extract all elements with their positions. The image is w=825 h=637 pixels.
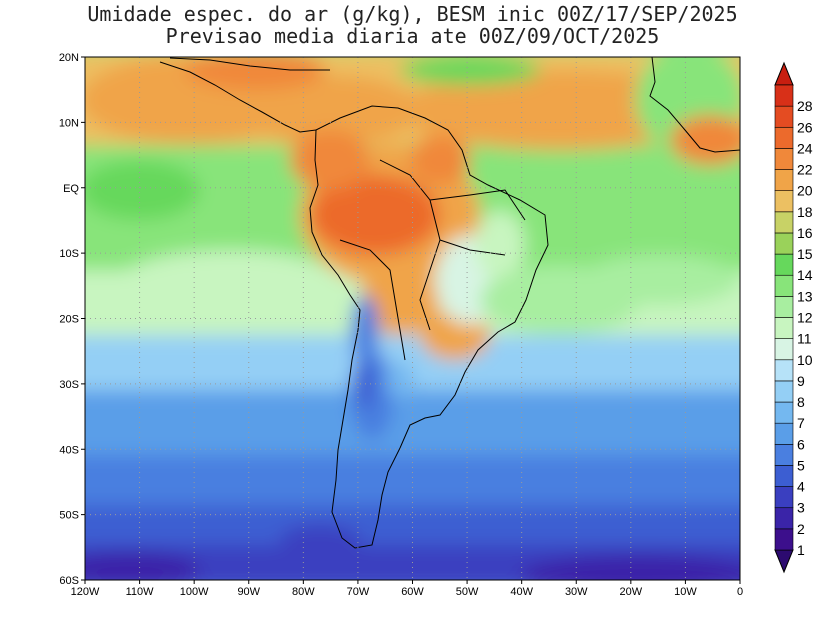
lat-label: 20N [59,52,79,64]
colorbar-label: 5 [797,457,805,473]
colorbar-swatch [774,232,794,255]
colorbar-label: 20 [797,183,813,199]
brazil-borders [379,159,526,331]
colorbar-label: 3 [797,500,805,516]
colorbar-swatch [774,317,794,339]
colorbar-label: 2 [797,521,805,537]
colorbar-label: 11 [797,331,812,347]
colorbar-label: 6 [797,436,805,452]
colorbar-swatch [774,528,794,551]
lat-label: 50S [59,510,79,522]
colorbar-label: 18 [797,204,813,220]
colorbar-label: 12 [797,310,813,326]
colorbar-label: 1 [797,542,805,558]
lon-label: 100W [180,586,209,598]
colorbar-over-triangle [774,61,794,86]
colorbar-label: 24 [797,140,813,156]
colorbar-label: 28 [797,98,813,114]
lon-label: 80W [292,586,315,598]
colorbar-swatch [774,338,794,361]
lon-label: 60W [401,586,424,598]
south-america-outline [309,105,549,549]
lat-label: 10N [59,117,79,129]
andes-borders [339,239,406,361]
colorbar-swatch [774,486,794,509]
colorbar-label: 8 [797,394,805,410]
lon-label: 10W [674,586,697,598]
colorbar-swatch [774,401,794,424]
lon-label: 120W [71,586,100,598]
lon-label: 30W [565,586,588,598]
colorbar-swatch [774,359,794,382]
lat-label: 10S [59,248,79,260]
colorbar-swatch [774,211,794,234]
colorbar-label: 7 [797,415,805,431]
colorbar-label: 26 [797,119,813,135]
lat-label: 30S [59,379,79,391]
title-line-2: Previsao media diaria ate 00Z/09/OCT/202… [165,24,660,48]
graticule [85,57,740,580]
colorbar-swatch [774,465,794,487]
colorbar-label: 22 [797,162,813,178]
colorbar-swatch [774,190,794,213]
map-axes: 120W 110W 100W 90W 80W 70W 60W 50W 40W 30W 20W 10W 0… [59,52,743,598]
lat-label: 40S [59,444,79,456]
africa-outline [649,57,740,153]
lon-label: 20W [620,586,643,598]
colorbar-under-triangle [774,549,794,574]
lon-label: 70W [347,586,370,598]
colorbar-swatch [774,169,794,191]
colorbar-swatch [774,126,794,149]
colorbar-swatch [774,105,794,128]
caribbean-outline [169,57,330,71]
colorbar-label: 9 [797,373,805,389]
colorbar-label: 4 [797,479,805,495]
lon-label: 0 [737,586,743,598]
colorbar-swatch [774,296,794,318]
coastlines [159,57,740,549]
colorbar-swatch [774,380,794,403]
colorbar-label: 13 [797,288,813,304]
colorbar-swatch [774,148,794,170]
lat-label: 60S [59,575,79,587]
colorbar-label: 15 [797,246,813,262]
lat-label: 20S [59,314,79,326]
lon-label: 40W [510,586,533,598]
lat-label: EQ [63,183,79,195]
colorbar-label: 14 [797,267,813,283]
colorbar-swatch [774,274,794,297]
lon-label: 90W [237,586,260,598]
colorbar-swatch [774,444,794,466]
colorbar-label: 10 [797,352,813,368]
lon-label: 50W [456,586,479,598]
lon-label: 110W [126,586,155,598]
humidity-field [85,57,740,580]
central-america-outline [159,61,317,133]
colorbar-swatch [774,84,794,107]
colorbar-label: 16 [797,225,813,241]
colorbar-swatch [774,253,794,276]
colorbar-swatch [774,422,794,445]
title-line-1: Umidade espec. do ar (g/kg), BESM inic 0… [87,2,738,26]
colorbar-swatch [774,507,794,530]
